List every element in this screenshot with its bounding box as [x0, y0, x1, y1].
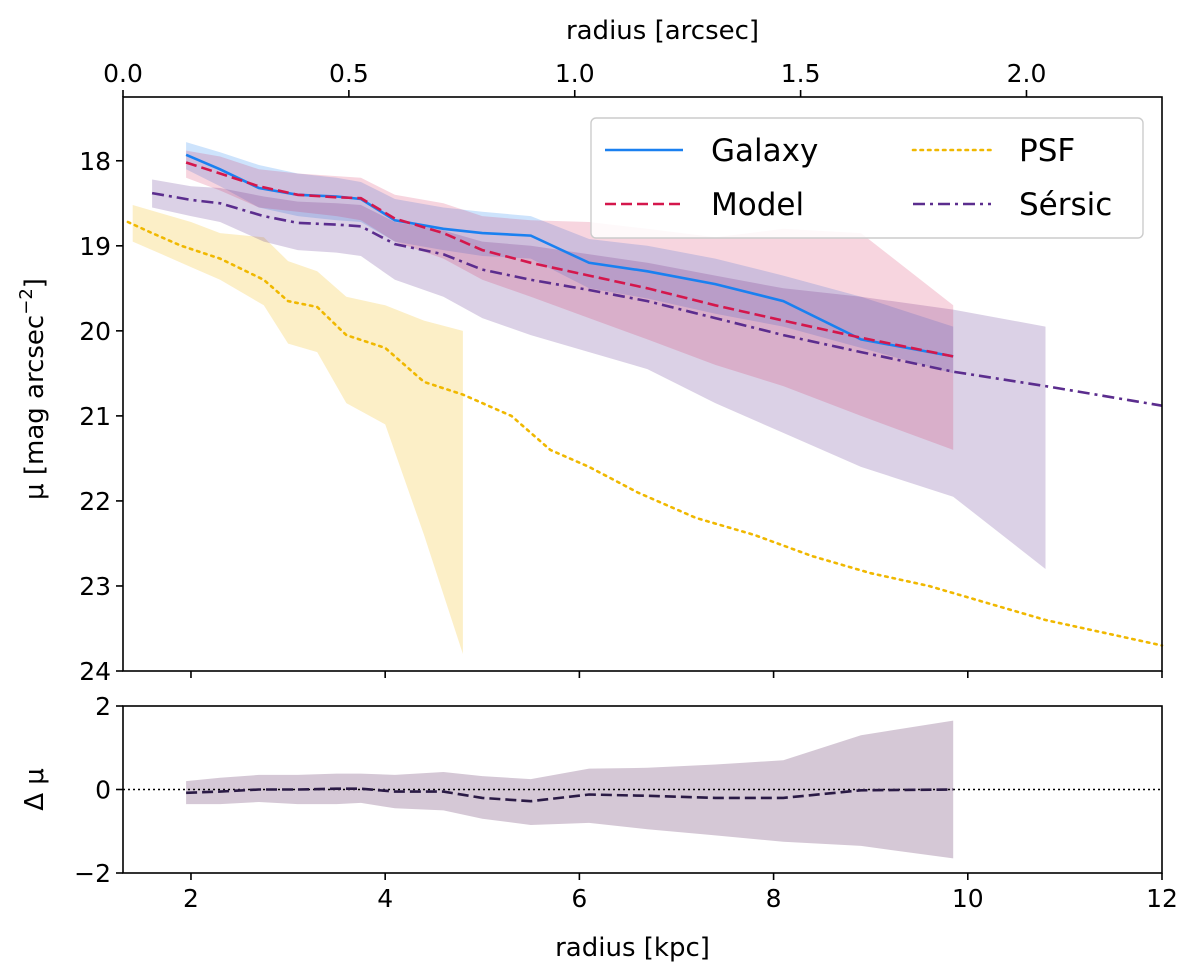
arcsec-tick-label: 1.0 — [555, 59, 595, 88]
line-layer — [126, 153, 1164, 803]
profile-y-tick-label: 22 — [79, 487, 111, 516]
residual-line — [186, 787, 954, 803]
sersic-band — [152, 179, 1046, 569]
profile-y-tick-label: 23 — [79, 572, 111, 601]
legend-box — [590, 117, 1144, 239]
legend-label-model: Model — [711, 187, 804, 223]
residual-y-tick-label: 2 — [95, 692, 111, 721]
legend-label-galaxy: Galaxy — [711, 133, 818, 169]
arcsec-tick-label: 1.5 — [781, 59, 821, 88]
kpc-tick-label: 4 — [377, 884, 393, 913]
residual-y-tick-label: −2 — [74, 859, 111, 888]
residual-y-axis-label: Δ μ — [20, 768, 50, 811]
profile-y-axis-label: μ [mag arcsec−2] — [16, 278, 50, 500]
top-axis-label: radius [arcsec] — [566, 16, 759, 46]
sersic-line — [151, 191, 1163, 407]
kpc-tick-label: 12 — [1146, 884, 1178, 913]
psf-band — [132, 205, 463, 654]
profile-axes-frame — [122, 96, 1163, 672]
arcsec-tick-label: 0.0 — [103, 59, 143, 88]
arcsec-tick-label: 0.5 — [329, 59, 369, 88]
legend-label-psf: PSF — [1019, 133, 1075, 169]
legend: Galaxy Model PSF Sérsic — [590, 117, 1144, 239]
profile-y-tick-label: 18 — [79, 147, 111, 176]
legend-label-sersic: Sérsic — [1019, 187, 1112, 223]
model-line — [185, 161, 954, 358]
bottom-axis-label: radius [kpc] — [555, 933, 710, 963]
kpc-tick-label: 10 — [952, 884, 984, 913]
band-layer — [132, 142, 1046, 859]
kpc-tick-label: 2 — [183, 884, 199, 913]
profile-y-tick-label: 19 — [79, 232, 111, 261]
psf-line — [126, 220, 1164, 647]
profile-y-tick-label: 20 — [79, 317, 111, 346]
arcsec-tick-label: 2.0 — [1007, 59, 1047, 88]
model-band — [186, 150, 954, 450]
residual-y-tick-label: 0 — [95, 776, 111, 805]
kpc-tick-label: 8 — [766, 884, 782, 913]
kpc-tick-label: 6 — [571, 884, 587, 913]
profile-y-tick-label: 21 — [79, 402, 111, 431]
profile-y-tick-label: 24 — [79, 657, 111, 686]
